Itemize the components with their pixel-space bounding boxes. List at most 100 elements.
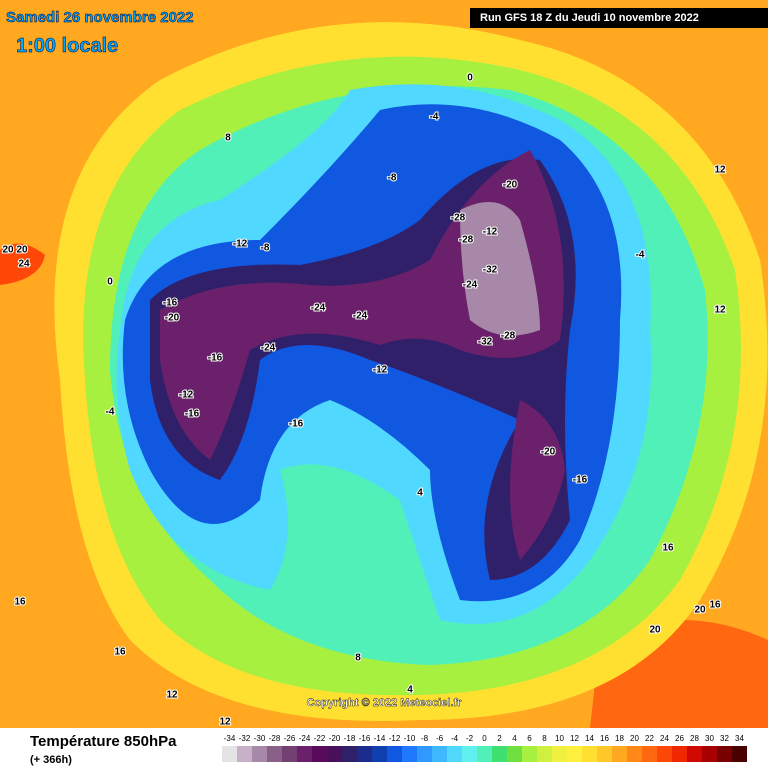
contour-label: -20 [165,313,180,324]
legend-label: 30 [705,734,714,743]
legend-label: 14 [585,734,594,743]
run-box [470,8,768,28]
legend-swatch [387,746,402,762]
legend-label: 18 [615,734,624,743]
legend-label: -24 [299,734,311,743]
legend-label: -2 [466,734,474,743]
legend-swatch [657,746,672,762]
legend-label: 24 [660,734,669,743]
contour-label: -8 [261,243,270,254]
contour-label: 20 [694,605,706,616]
legend-label: 22 [645,734,654,743]
contour-label: -4 [106,407,115,418]
contour-label: -24 [261,343,276,354]
contour-label: 16 [709,600,721,611]
contour-label: -4 [636,250,645,261]
legend-label: -30 [254,734,266,743]
contour-label: -12 [179,390,194,401]
contour-label: -20 [503,180,518,191]
legend-label: -6 [436,734,444,743]
legend-swatch [522,746,537,762]
contour-label: 16 [14,597,26,608]
contour-label: -12 [483,227,498,238]
legend-label: 28 [690,734,699,743]
field-title: Température 850hPa [30,733,177,750]
legend-swatch [252,746,267,762]
legend-label: -8 [421,734,429,743]
contour-label: 16 [662,543,674,554]
legend-swatch [612,746,627,762]
run-info: Run GFS 18 Z du Jeudi 10 novembre 2022 [480,12,699,24]
contour-label: -16 [208,353,223,364]
contour-label: -16 [289,419,304,430]
legend-swatch [507,746,522,762]
legend-swatch [597,746,612,762]
legend-swatch [432,746,447,762]
contour-label: 12 [714,165,726,176]
legend-swatch [552,746,567,762]
legend-swatch [372,746,387,762]
legend-swatch [402,746,417,762]
contour-label: 20 [16,245,28,256]
legend-swatch [477,746,492,762]
contour-label: -20 [541,447,556,458]
legend-label: 12 [570,734,579,743]
contour-label: -24 [463,280,478,291]
legend-label: -4 [451,734,459,743]
legend-swatch [567,746,582,762]
legend-label: -26 [284,734,296,743]
legend-swatch [417,746,432,762]
legend-swatch [462,746,477,762]
contour-label: 12 [714,305,726,316]
warm-spot [0,243,45,285]
legend-swatch [687,746,702,762]
legend-label: 4 [512,734,517,743]
contour-label: -32 [478,337,493,348]
legend-swatch [312,746,327,762]
contour-label: 16 [114,647,126,658]
legend-swatch [702,746,717,762]
contour-label: -4 [430,112,439,123]
legend-label: -10 [404,734,416,743]
zone-purple [510,400,565,560]
legend-label: 34 [735,734,744,743]
contour-label: 20 [2,245,14,256]
legend-label: 10 [555,734,564,743]
legend-label: -14 [374,734,386,743]
contour-label: 20 [649,625,661,636]
copyright: Copyright © 2022 Meteociel.fr [307,697,463,709]
contour-label: 0 [467,73,473,84]
legend-swatch [717,746,732,762]
contour-label: -12 [373,365,388,376]
legend-label: 8 [542,734,547,743]
legend-swatch [237,746,252,762]
legend-swatch [222,746,237,762]
legend-label: -12 [389,734,401,743]
legend-label: 0 [482,734,487,743]
contour-label: 24 [18,259,30,270]
legend-label: 20 [630,734,639,743]
legend-swatch [672,746,687,762]
contour-label: -16 [185,409,200,420]
contour-label: -16 [573,475,588,486]
legend-label: -32 [239,734,251,743]
contour-label: 8 [225,133,231,144]
legend-label: 6 [527,734,532,743]
temperature-field [0,0,768,728]
contour-label: -24 [353,311,368,322]
contour-label: -16 [163,298,178,309]
legend-swatch [327,746,342,762]
contour-label: -24 [311,303,326,314]
legend-swatch [537,746,552,762]
contour-label: 12 [219,717,231,728]
legend-swatch [582,746,597,762]
legend-swatch [357,746,372,762]
contour-label: 4 [407,685,413,696]
legend-swatch [492,746,507,762]
contour-label: 12 [166,690,178,701]
zone-coldest [460,202,540,336]
legend-label: 26 [675,734,684,743]
legend-swatch [297,746,312,762]
contour-label: -28 [451,213,466,224]
